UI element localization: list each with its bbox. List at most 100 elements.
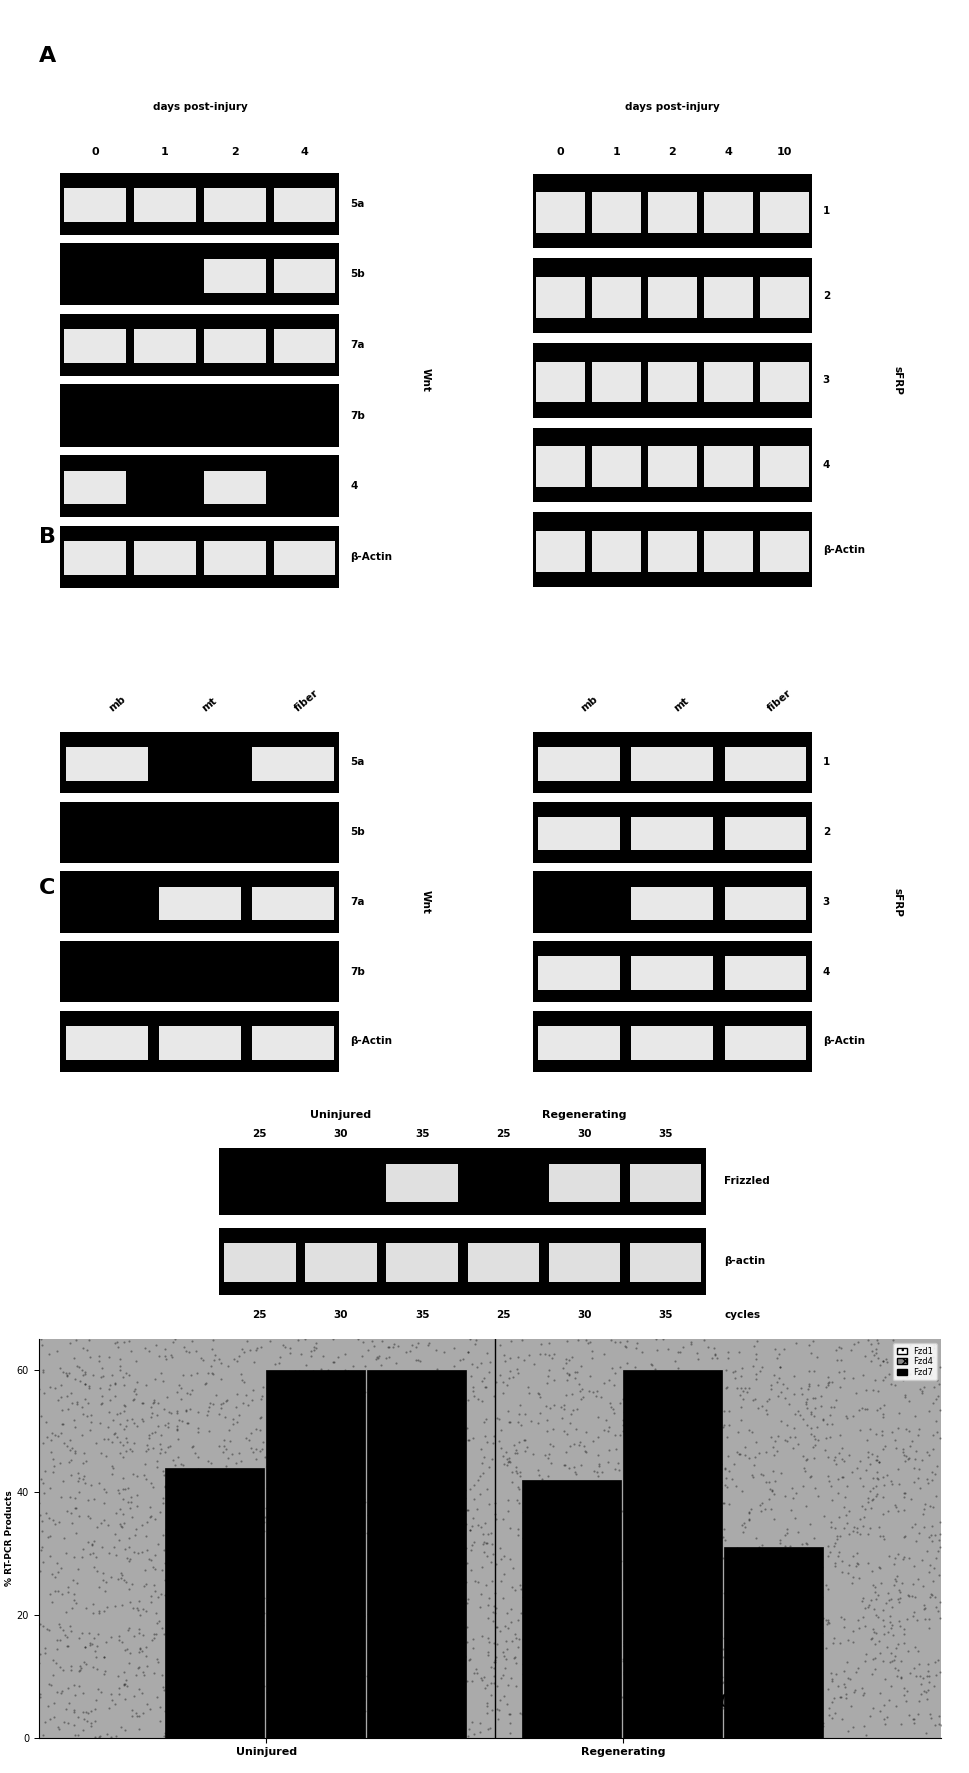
Point (135, 1408, 150, 1436)
Point (550, 1519, 566, 1548)
Point (894, 1365, 910, 1394)
Point (907, 1527, 922, 1555)
Point (475, 1519, 490, 1548)
Point (796, 1621, 811, 1649)
Point (161, 1532, 176, 1560)
Point (360, 1601, 376, 1629)
Point (157, 1438, 172, 1466)
Point (512, 1457, 527, 1486)
Point (320, 1560, 335, 1589)
Point (882, 1638, 897, 1667)
Point (604, 1697, 619, 1725)
Point (566, 1431, 581, 1459)
Point (519, 1484, 535, 1512)
Point (91, 1597, 107, 1626)
Point (795, 1454, 810, 1482)
Point (97, 1656, 112, 1684)
Point (646, 1578, 662, 1606)
Point (439, 1516, 454, 1544)
Point (67, 1365, 82, 1394)
Point (357, 1488, 372, 1516)
Point (178, 1596, 194, 1624)
Point (489, 1613, 505, 1642)
Point (883, 1470, 898, 1498)
Point (319, 1461, 334, 1489)
Point (49, 1337, 65, 1365)
Point (924, 1388, 940, 1417)
Point (643, 1495, 659, 1523)
Point (735, 1596, 751, 1624)
Point (610, 1456, 626, 1484)
Point (496, 1642, 512, 1670)
Point (647, 1564, 663, 1592)
Point (54, 1410, 70, 1438)
Bar (591, 191, 641, 232)
Point (921, 1441, 936, 1470)
Point (264, 1408, 279, 1436)
Point (694, 1589, 709, 1617)
Point (719, 1473, 735, 1502)
Point (339, 1493, 355, 1521)
Point (656, 1656, 672, 1684)
Point (234, 1360, 249, 1388)
Point (438, 1379, 453, 1408)
Point (184, 1720, 200, 1748)
Point (256, 1672, 271, 1700)
Point (157, 1566, 172, 1594)
Point (330, 1427, 346, 1456)
Point (447, 1562, 462, 1590)
Point (524, 1684, 540, 1713)
Point (351, 1532, 366, 1560)
Point (454, 1674, 470, 1702)
Point (109, 1422, 125, 1450)
Point (812, 1381, 828, 1410)
Point (116, 1670, 132, 1699)
Point (338, 1472, 354, 1500)
Point (823, 1512, 838, 1541)
Point (586, 1714, 602, 1743)
Point (733, 1406, 748, 1434)
Point (440, 1429, 455, 1457)
Point (147, 1576, 163, 1605)
Point (797, 1610, 812, 1638)
Point (523, 1564, 539, 1592)
Point (712, 1473, 728, 1502)
Point (58, 1358, 74, 1386)
Point (543, 1480, 558, 1509)
Point (406, 1592, 422, 1621)
Point (117, 1475, 133, 1504)
Point (304, 1617, 320, 1645)
Point (649, 1399, 665, 1427)
Point (844, 1569, 860, 1597)
Point (677, 1686, 693, 1714)
Point (167, 1535, 182, 1564)
Point (58, 1695, 74, 1723)
Point (572, 1427, 587, 1456)
Point (766, 1576, 781, 1605)
Point (610, 1617, 626, 1645)
Point (324, 1523, 339, 1551)
Point (787, 1330, 802, 1358)
Point (234, 1500, 249, 1528)
Point (399, 1699, 415, 1727)
Point (931, 1534, 947, 1562)
Point (305, 1356, 321, 1385)
Point (476, 1408, 491, 1436)
Bar (538, 817, 619, 851)
Point (480, 1519, 495, 1548)
Point (184, 1482, 200, 1511)
Point (879, 1496, 894, 1525)
Point (811, 1596, 827, 1624)
Point (201, 1645, 216, 1674)
Point (120, 1617, 136, 1645)
Point (154, 1661, 170, 1690)
Point (291, 1356, 306, 1385)
Point (574, 1374, 589, 1402)
Point (708, 1344, 724, 1372)
Point (220, 1635, 235, 1663)
Point (884, 1592, 899, 1621)
Point (740, 1505, 756, 1534)
Text: 30: 30 (333, 1310, 348, 1319)
Point (246, 1347, 262, 1376)
Point (778, 1427, 794, 1456)
